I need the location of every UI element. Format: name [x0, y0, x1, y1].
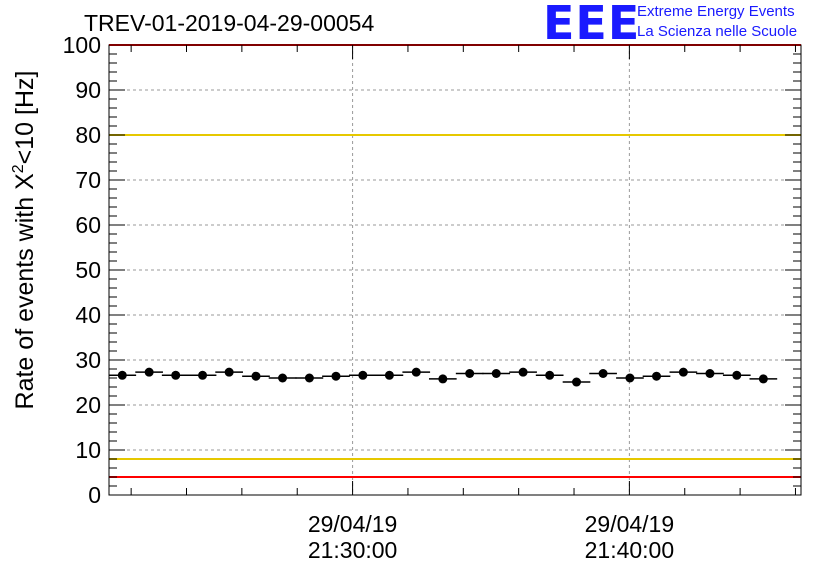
- data-point: [117, 370, 127, 380]
- data-point: [545, 370, 555, 380]
- y-tick-label: 30: [75, 347, 101, 373]
- data-point: [384, 370, 394, 380]
- y-tick-label: 10: [75, 437, 101, 463]
- y-tick-label: 40: [75, 302, 101, 328]
- data-point: [251, 371, 261, 381]
- y-tick-label: 50: [75, 257, 101, 283]
- y-tick-label: 80: [75, 122, 101, 148]
- logo-subtitle-line1: Extreme Energy Events: [637, 3, 795, 20]
- y-tick-label: 100: [63, 32, 101, 58]
- x-tick-label-date: 29/04/19: [585, 511, 675, 537]
- data-point: [572, 377, 582, 387]
- data-point: [625, 373, 635, 383]
- data-point: [652, 371, 662, 381]
- grid-layer: [109, 45, 801, 495]
- data-layer: [109, 367, 778, 387]
- data-point: [304, 373, 314, 383]
- x-tick-label-time: 21:40:00: [585, 537, 675, 563]
- data-point: [491, 369, 501, 378]
- data-point: [598, 369, 608, 378]
- data-point: [518, 367, 528, 377]
- reference-lines-layer: [109, 44, 801, 478]
- y-axis-label: Rate of events with X2<10 [Hz]: [10, 71, 39, 410]
- data-point: [144, 367, 154, 377]
- data-point: [465, 369, 475, 378]
- data-point: [411, 367, 421, 377]
- y-tick-label: 20: [75, 392, 101, 418]
- data-point: [678, 367, 688, 377]
- eee-logo-mark: EEE: [543, 0, 641, 50]
- chart-title: TREV-01-2019-04-29-00054: [84, 10, 375, 36]
- data-point: [224, 367, 234, 377]
- y-tick-label: 0: [88, 482, 101, 508]
- logo-subtitle-line2: La Scienza nelle Scuole: [637, 23, 798, 40]
- y-tick-label: 60: [75, 212, 101, 238]
- data-point: [758, 374, 768, 384]
- tick-layer: [109, 44, 801, 496]
- x-tick-label-time: 21:30:00: [308, 537, 398, 563]
- y-tick-label: 90: [75, 77, 101, 103]
- data-point: [438, 374, 448, 384]
- data-point: [278, 373, 288, 383]
- data-point: [198, 370, 208, 380]
- y-tick-label: 70: [75, 167, 101, 193]
- data-point: [705, 369, 715, 378]
- data-point: [358, 370, 368, 380]
- tick-label-layer: 010203040506070809010029/04/1921:30:0029…: [63, 32, 675, 563]
- data-point: [331, 371, 341, 381]
- x-tick-label-date: 29/04/19: [308, 511, 398, 537]
- data-point: [732, 370, 742, 380]
- data-point: [171, 370, 181, 380]
